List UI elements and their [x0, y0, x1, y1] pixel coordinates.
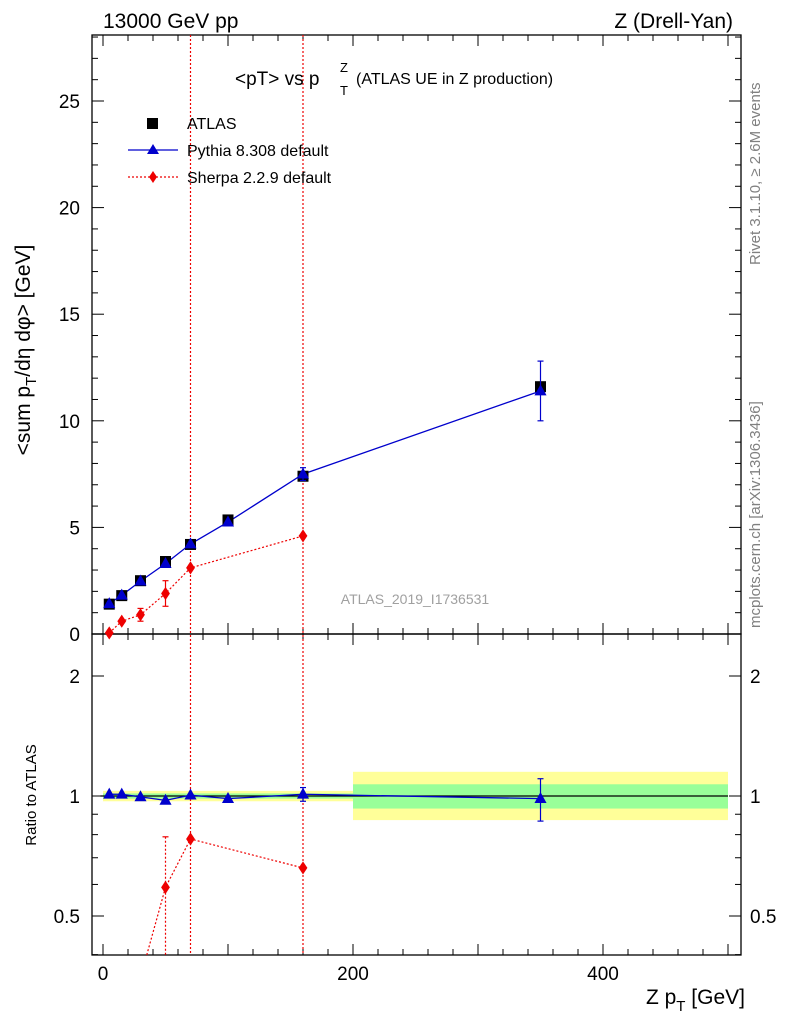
mcplots-label: mcplots.cern.ch [arXiv:1306.3436]: [747, 401, 764, 628]
main-ylabel-part-3: /dη dφ> [GeV]: [12, 245, 35, 377]
ratio-pythia-point: [115, 787, 128, 799]
title-sub: T: [340, 83, 348, 98]
header-process: Z (Drell-Yan): [614, 10, 733, 33]
main-ylabel-part-2: T: [23, 377, 40, 386]
sherpa-point: [104, 626, 114, 640]
title-sup: Z: [340, 60, 348, 75]
sherpa-point: [161, 586, 170, 601]
pythia-point: [134, 574, 147, 586]
legend-label-pythia: Pythia 8.308 default: [187, 143, 329, 160]
sherpa-point: [117, 614, 127, 628]
ratio-pythia-point: [534, 792, 547, 804]
ratio-sherpa-point: [161, 880, 170, 894]
xlabel-part-3: [GeV]: [685, 986, 745, 1009]
pythia-point: [159, 557, 172, 569]
legend-label-atlas: ATLAS: [187, 116, 237, 133]
xlabel-part-1: Z p: [646, 986, 676, 1009]
main-ylabel-part-1: <sum p: [12, 386, 35, 455]
ratio-sherpa-line: [146, 838, 304, 956]
pythia-point: [221, 515, 235, 527]
ratio-pythia-point: [296, 787, 310, 799]
ratio-pythia-point: [134, 790, 147, 802]
title-main: <pT> vs p: [235, 69, 320, 90]
ratio-sherpa-point: [186, 832, 195, 846]
pythia-point: [115, 588, 128, 600]
pythia-line: [108, 390, 541, 605]
x-axis-label: Z pT [GeV]: [646, 986, 745, 1015]
plot-title: <pT> vs p Z T (ATLAS UE in Z production): [235, 60, 553, 98]
ratio-pythia-point: [221, 792, 235, 804]
sherpa-point: [136, 608, 145, 622]
ratio-frame: [91, 633, 742, 956]
ratio-y-tick-label-left: 2: [69, 667, 80, 688]
pythia-point: [534, 384, 547, 396]
x-tick-label: 200: [337, 964, 369, 985]
main-y-axis-label: <sum pT/dη dφ> [GeV]: [12, 245, 40, 456]
main-y-tick-label: 20: [59, 199, 80, 220]
data-layer: [103, 360, 547, 956]
xlabel-part-2: T: [676, 998, 685, 1015]
ratio-y-tick-label-right: 2: [750, 667, 761, 688]
x-tick-label: 0: [98, 964, 109, 985]
axes: 0 200 400 0 5 10 15 20 25 0.5 0.5 1 1 2 2: [54, 34, 776, 985]
ratio-pythia-point: [184, 788, 197, 800]
ratio-y-tick-label-right: 1: [750, 787, 761, 808]
ratio-pythia-point: [159, 793, 172, 805]
main-y-tick-label: 0: [69, 625, 80, 646]
ratio-y-tick-label-left: 0.5: [54, 907, 80, 928]
x-tick-label: 400: [587, 964, 619, 985]
main-y-tick-label: 5: [69, 518, 80, 539]
pythia-point: [103, 597, 116, 609]
rivet-label: Rivet 3.1.10, ≥ 2.6M events: [747, 83, 764, 266]
legend-marker-pythia: [147, 144, 159, 154]
main-y-tick-label: 10: [59, 412, 80, 433]
sherpa-point: [298, 529, 308, 543]
ratio-y-axis-label: Ratio to ATLAS: [23, 744, 40, 845]
header-collision: 13000 GeV pp: [103, 10, 238, 33]
ratio-y-tick-label-right: 0.5: [750, 907, 776, 928]
pythia-point: [184, 537, 197, 549]
sherpa-line: [108, 535, 304, 634]
main-y-tick-label: 15: [59, 305, 80, 326]
analysis-watermark: ATLAS_2019_I1736531: [341, 591, 490, 607]
ratio-y-tick-label-left: 1: [69, 787, 80, 808]
legend-marker-sherpa: [149, 171, 157, 183]
ratio-sherpa-point: [298, 861, 308, 875]
title-suffix: (ATLAS UE in Z production): [356, 71, 553, 88]
ratio-pythia-point: [103, 787, 116, 799]
legend-marker-atlas: [147, 118, 158, 129]
main-y-tick-label: 25: [59, 92, 80, 113]
sherpa-point: [186, 561, 195, 575]
pythia-point: [296, 467, 310, 479]
legend-label-sherpa: Sherpa 2.2.9 default: [187, 170, 332, 187]
legend: ATLAS Pythia 8.308 default Sherpa 2.2.9 …: [128, 116, 332, 187]
